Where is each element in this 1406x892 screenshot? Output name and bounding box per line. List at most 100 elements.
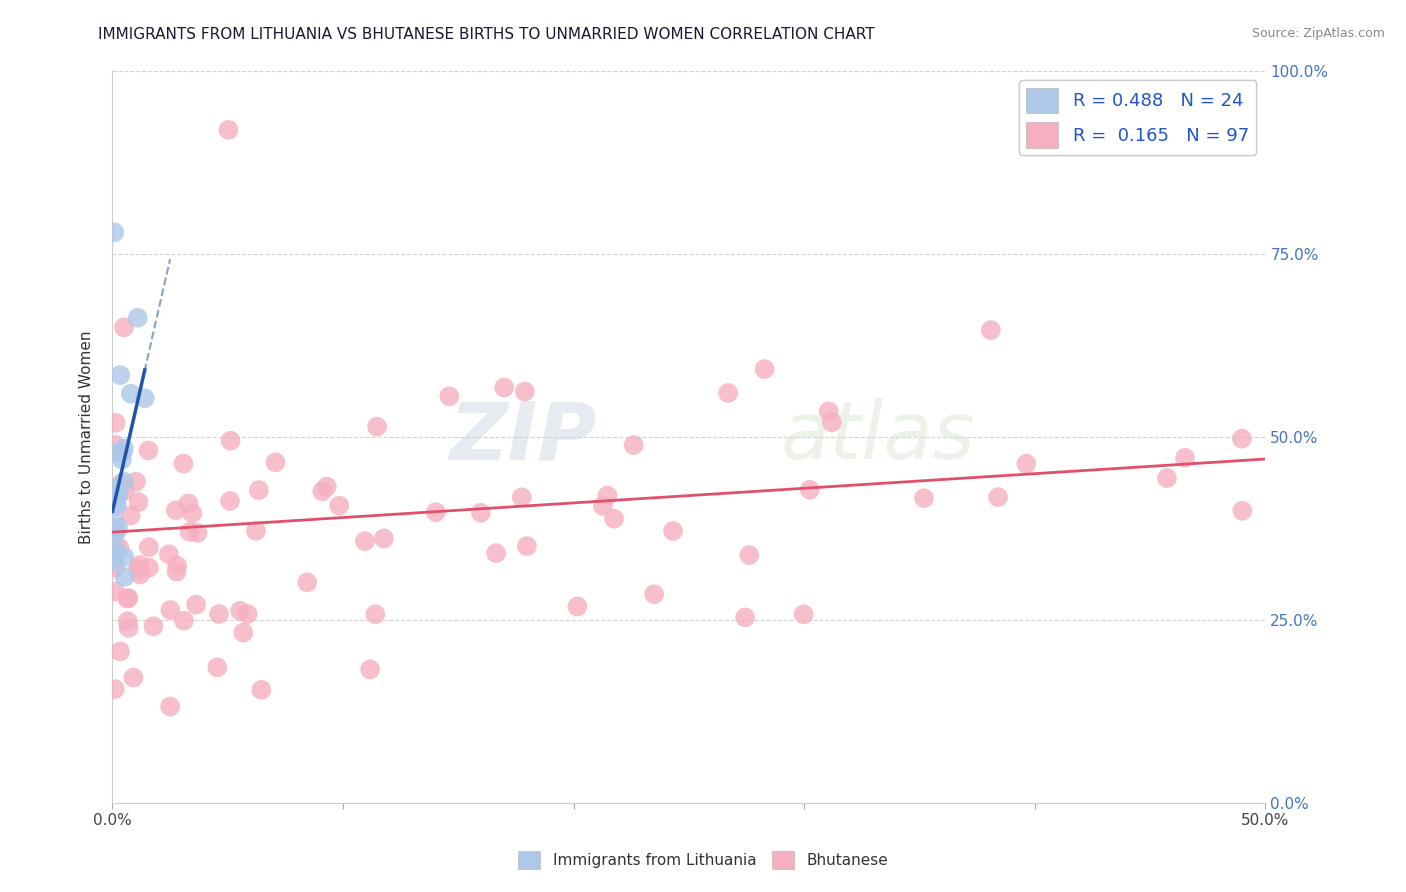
Legend: R = 0.488   N = 24, R =  0.165   N = 97: R = 0.488 N = 24, R = 0.165 N = 97	[1019, 80, 1257, 155]
Point	[181, 506, 204, 520]
Point	[172, 457, 194, 471]
Point	[105, 498, 128, 512]
Point	[373, 532, 395, 546]
Point	[516, 539, 538, 553]
Point	[120, 508, 142, 523]
Point	[485, 546, 508, 560]
Point	[118, 621, 141, 635]
Point	[108, 541, 131, 555]
Point	[107, 446, 129, 460]
Point	[494, 380, 516, 394]
Point	[754, 362, 776, 376]
Point	[623, 438, 645, 452]
Point	[125, 475, 148, 489]
Point	[105, 489, 128, 503]
Point	[567, 599, 589, 614]
Point	[354, 534, 377, 549]
Point	[1015, 457, 1038, 471]
Point	[111, 452, 134, 467]
Point	[364, 607, 387, 622]
Point	[912, 491, 935, 505]
Point	[103, 499, 125, 513]
Text: atlas: atlas	[782, 398, 976, 476]
Point	[250, 682, 273, 697]
Point	[229, 604, 252, 618]
Point	[1230, 432, 1253, 446]
Point	[104, 560, 127, 574]
Text: ZIP: ZIP	[450, 398, 596, 476]
Point	[103, 549, 125, 564]
Point	[173, 614, 195, 628]
Point	[104, 584, 127, 599]
Point	[108, 368, 131, 383]
Point	[122, 671, 145, 685]
Point	[217, 123, 239, 137]
Point	[107, 521, 129, 535]
Point	[127, 562, 149, 576]
Point	[138, 561, 160, 575]
Point	[112, 320, 135, 334]
Point	[1174, 450, 1197, 465]
Point	[114, 483, 136, 498]
Point	[315, 480, 337, 494]
Point	[103, 225, 125, 239]
Point	[592, 499, 614, 513]
Point	[717, 386, 740, 401]
Y-axis label: Births to Unmarried Women: Births to Unmarried Women	[79, 330, 94, 544]
Point	[104, 525, 127, 540]
Point	[157, 547, 180, 561]
Point	[207, 660, 229, 674]
Point	[138, 540, 160, 554]
Point	[219, 434, 242, 448]
Point	[142, 619, 165, 633]
Point	[247, 483, 270, 497]
Point	[328, 499, 350, 513]
Point	[662, 524, 685, 538]
Legend: Immigrants from Lithuania, Bhutanese: Immigrants from Lithuania, Bhutanese	[512, 845, 894, 875]
Point	[208, 607, 231, 621]
Point	[219, 494, 242, 508]
Point	[159, 699, 181, 714]
Point	[245, 524, 267, 538]
Point	[821, 415, 844, 429]
Point	[510, 491, 533, 505]
Point	[513, 384, 536, 399]
Point	[112, 475, 135, 489]
Point	[166, 558, 188, 573]
Point	[115, 591, 138, 606]
Point	[114, 570, 136, 584]
Point	[366, 419, 388, 434]
Point	[470, 506, 492, 520]
Point	[104, 416, 127, 430]
Text: Source: ZipAtlas.com: Source: ZipAtlas.com	[1251, 27, 1385, 40]
Point	[112, 549, 135, 564]
Point	[159, 603, 181, 617]
Point	[104, 438, 127, 452]
Point	[734, 610, 756, 624]
Point	[179, 524, 201, 539]
Point	[129, 567, 152, 582]
Point	[134, 391, 156, 405]
Point	[1156, 471, 1178, 485]
Point	[439, 389, 461, 403]
Point	[104, 525, 127, 540]
Point	[643, 587, 665, 601]
Point	[817, 404, 839, 418]
Point	[103, 482, 125, 496]
Point	[987, 490, 1010, 504]
Point	[165, 503, 187, 517]
Point	[311, 484, 333, 499]
Text: IMMIGRANTS FROM LITHUANIA VS BHUTANESE BIRTHS TO UNMARRIED WOMEN CORRELATION CHA: IMMIGRANTS FROM LITHUANIA VS BHUTANESE B…	[98, 27, 875, 42]
Point	[117, 614, 139, 628]
Point	[111, 444, 134, 458]
Point	[104, 543, 127, 558]
Point	[232, 625, 254, 640]
Point	[120, 386, 142, 401]
Point	[603, 512, 626, 526]
Point	[236, 607, 259, 621]
Point	[166, 565, 188, 579]
Point	[738, 548, 761, 562]
Point	[980, 323, 1002, 337]
Point	[105, 542, 128, 557]
Point	[359, 662, 381, 676]
